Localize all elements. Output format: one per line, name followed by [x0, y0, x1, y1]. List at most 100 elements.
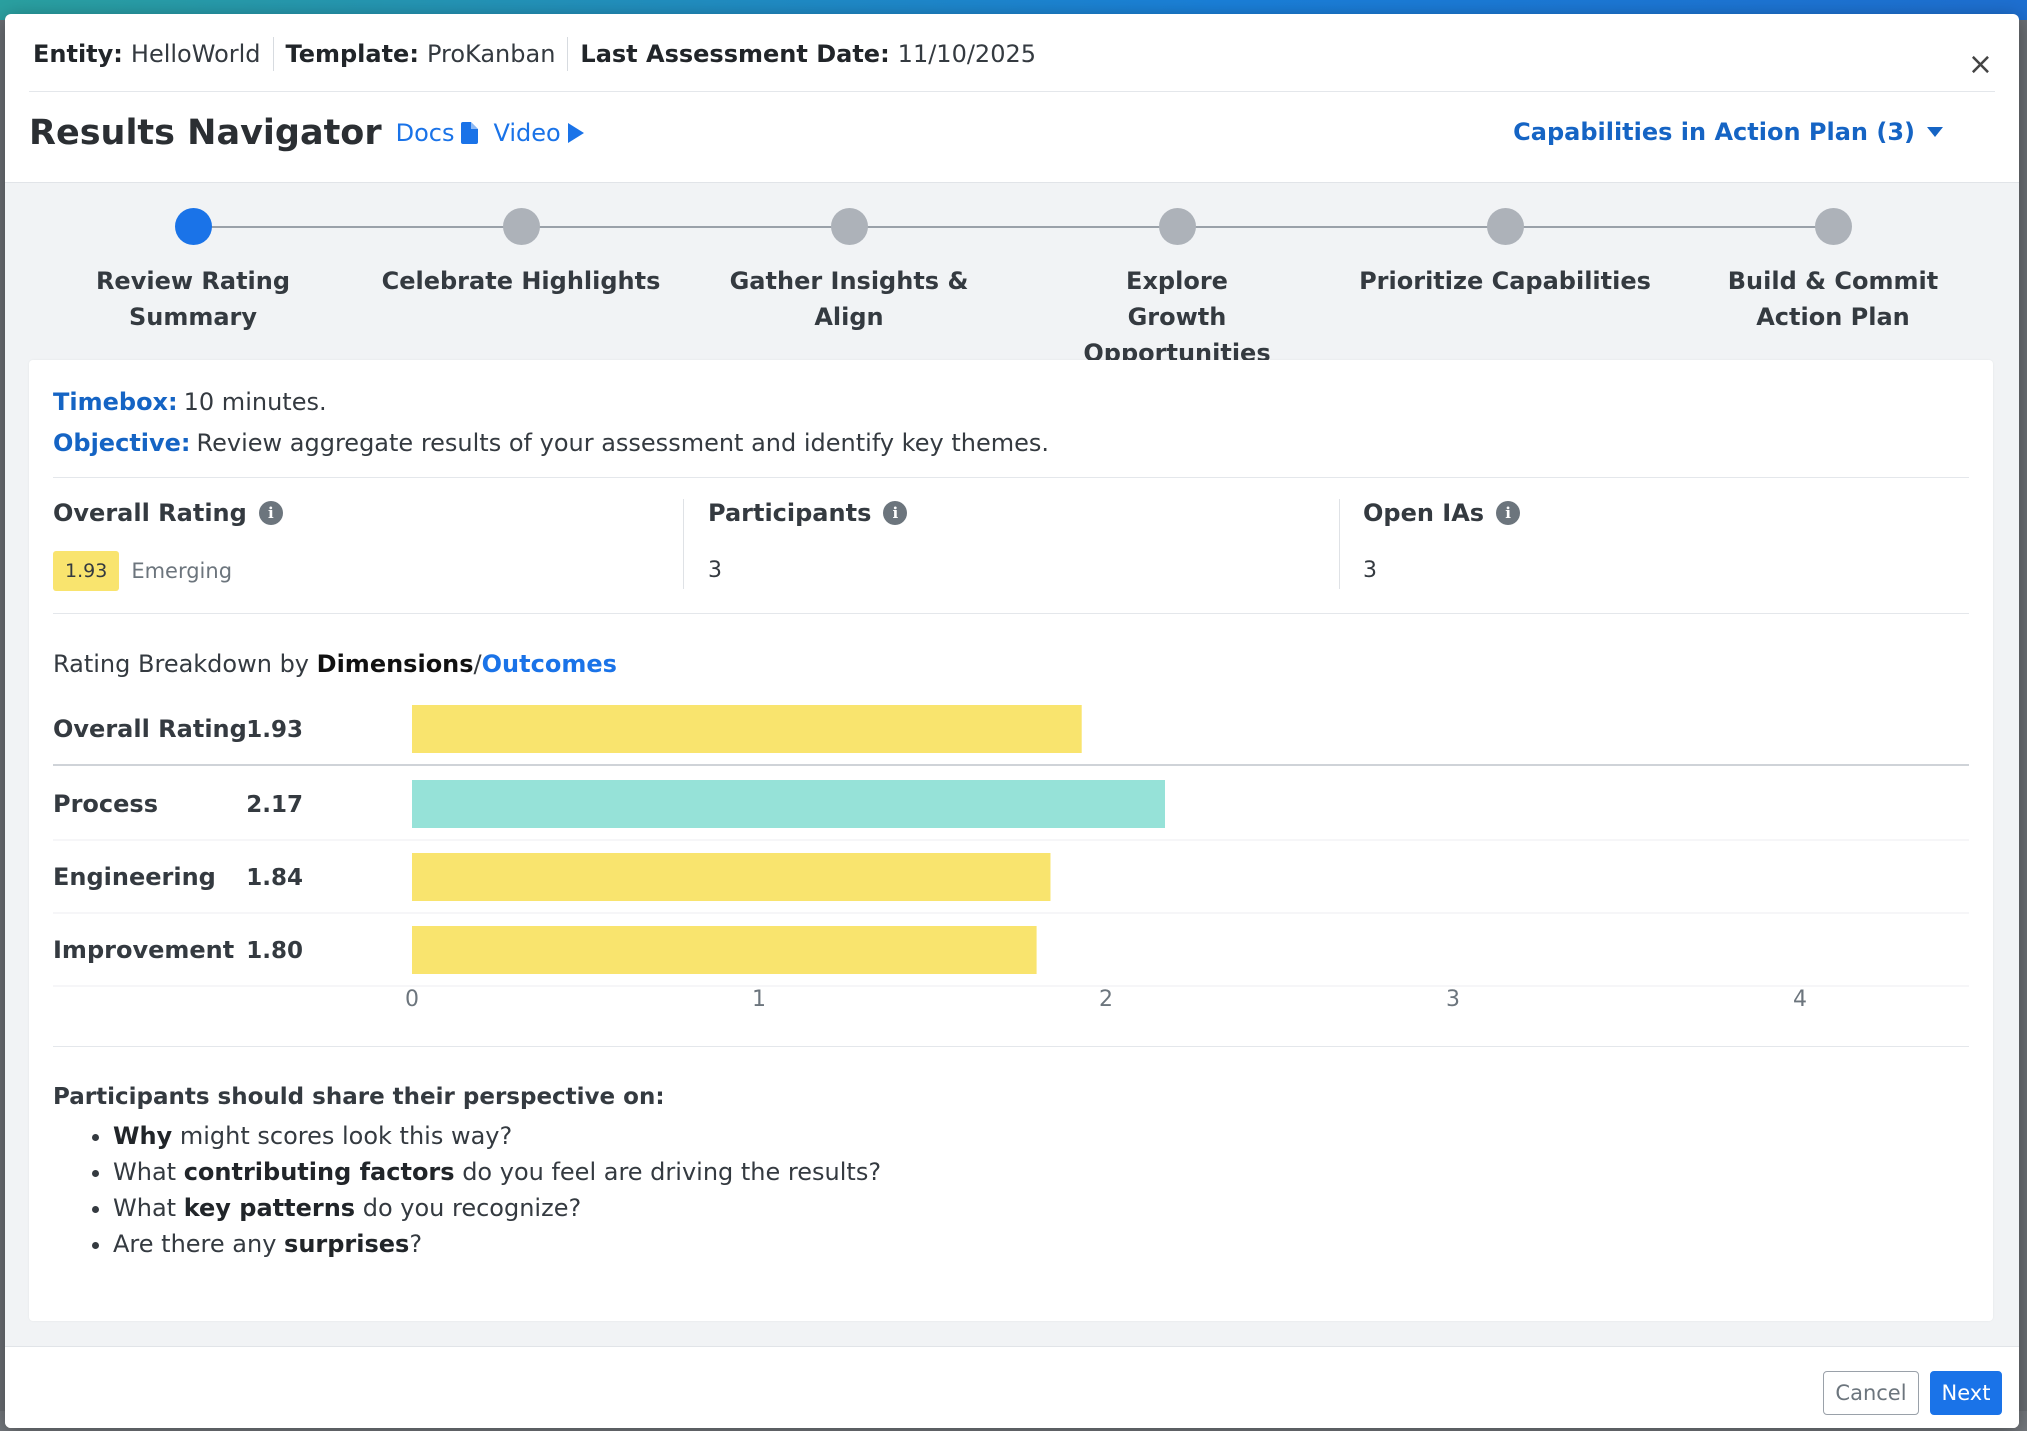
cancel-button[interactable]: Cancel	[1823, 1371, 1919, 1415]
assessment-date-value: 11/10/2025	[897, 40, 1036, 68]
bar-category-label: Improvement	[53, 936, 234, 964]
discussion-item-rest: might scores look this way?	[172, 1122, 513, 1150]
overall-rating-value-row: 1.93 Emerging	[53, 551, 283, 591]
chart-divider	[53, 1046, 1969, 1047]
objective-value: Review aggregate results of your assessm…	[196, 429, 1049, 457]
discussion-item-rest: do you recognize?	[355, 1194, 582, 1222]
play-icon	[567, 123, 584, 143]
entity-meta: Entity: HelloWorld	[29, 37, 274, 71]
docs-link-label: Docs	[395, 119, 455, 147]
step-dot[interactable]	[502, 208, 540, 245]
outcomes-toggle[interactable]: Outcomes	[481, 650, 617, 678]
dimensions-toggle[interactable]: Dimensions	[316, 650, 474, 678]
objective-label: Objective:	[53, 429, 191, 457]
discussion-item: What contributing factors do you feel ar…	[113, 1154, 881, 1190]
timebox-line: Timebox: 10 minutes.	[53, 388, 327, 416]
capabilities-dropdown-label: Capabilities in Action Plan (3)	[1513, 118, 1915, 146]
timebox-value: 10 minutes.	[183, 388, 327, 416]
bar	[412, 926, 1037, 974]
discussion-item-rest: ?	[409, 1230, 423, 1258]
bar-category-label: Engineering	[53, 863, 216, 891]
docs-link[interactable]: Docs	[396, 119, 478, 147]
discussion-item-keyword: Why	[113, 1122, 173, 1150]
template-label: Template:	[285, 40, 419, 68]
open-ias-title: Open IAs i	[1363, 499, 1521, 527]
discussion-title: Participants should share their perspect…	[53, 1084, 665, 1110]
stat-separator	[1339, 499, 1340, 589]
discussion-item: Are there any surprises?	[113, 1226, 881, 1262]
step-dot[interactable]	[1814, 208, 1852, 245]
discussion-item-keyword: key patterns	[183, 1194, 356, 1222]
next-button[interactable]: Next	[1930, 1371, 2002, 1415]
bar-category-label: Overall Rating	[53, 715, 247, 743]
participants-stat: Participants i 3	[708, 499, 908, 599]
open-ias-title-text: Open IAs	[1363, 499, 1485, 527]
caret-down-icon	[1927, 127, 1943, 137]
template-value: ProKanban	[426, 40, 556, 68]
discussion-item-pre: What	[113, 1194, 184, 1222]
close-icon[interactable]: ×	[1967, 47, 1993, 82]
step-content-card: Timebox: 10 minutes. Objective: Review agg…	[29, 360, 1993, 1321]
navigator-body: Review Rating Summary Celebrate Highlight…	[5, 182, 2019, 1346]
overall-rating-level: Emerging	[131, 559, 233, 583]
info-icon[interactable]: i	[258, 501, 283, 525]
step-item[interactable]: Build & Commit Action Plan	[1683, 208, 1983, 335]
bar-category-label: Process	[53, 790, 158, 818]
stepper-track	[193, 226, 1833, 228]
discussion-item-rest: do you feel are driving the results?	[454, 1158, 882, 1186]
step-label[interactable]: Explore Growth Opportunities	[1083, 267, 1271, 367]
bar	[412, 853, 1051, 901]
step-label[interactable]: Build & Commit Action Plan	[1727, 267, 1939, 331]
rating-breakdown-chart: Overall Rating 1.93 Process 2.17 Engineering…	[53, 705, 1969, 1012]
discussion-item-pre: Are there any	[113, 1230, 285, 1258]
bar-value-label: 2.17	[246, 792, 303, 818]
step-dot[interactable]	[1486, 208, 1524, 245]
modal-footer: Cancel Next	[5, 1346, 2019, 1428]
header-divider	[29, 91, 1995, 92]
breakdown-separator: /	[473, 650, 482, 678]
step-label[interactable]: Celebrate Highlights	[381, 267, 661, 295]
intro-divider	[53, 477, 1969, 478]
step-item[interactable]: Review Rating Summary	[43, 208, 343, 335]
bar	[412, 780, 1165, 828]
info-icon[interactable]: i	[1496, 501, 1521, 525]
bar-value-label: 1.93	[246, 717, 303, 743]
step-item[interactable]: Celebrate Highlights	[371, 208, 671, 299]
overall-rating-stat: Overall Rating i 1.93 Emerging	[53, 499, 283, 599]
step-item[interactable]: Prioritize Capabilities	[1355, 208, 1655, 299]
step-label[interactable]: Prioritize Capabilities	[1359, 267, 1651, 295]
overall-rating-title: Overall Rating i	[53, 499, 283, 527]
discussion-item: Why might scores look this way?	[113, 1118, 881, 1154]
step-item[interactable]: Explore Growth Opportunities	[1027, 208, 1327, 371]
discussion-item-pre: What	[113, 1158, 184, 1186]
video-link-label: Video	[493, 119, 561, 147]
bar	[412, 705, 1082, 753]
stats-divider	[53, 613, 1969, 614]
step-dot-active[interactable]	[174, 208, 212, 245]
participants-title-text: Participants	[708, 499, 872, 527]
step-label[interactable]: Gather Insights & Align	[729, 267, 969, 331]
results-navigator-modal: Entity: HelloWorld Template: ProKanban L…	[5, 14, 2019, 1428]
overall-rating-badge: 1.93	[53, 551, 120, 591]
x-tick-label: 2	[1099, 987, 1113, 1012]
step-item[interactable]: Gather Insights & Align	[699, 208, 999, 335]
discussion-list: Why might scores look this way?What cont…	[113, 1118, 881, 1262]
breakdown-prefix: Rating Breakdown by	[53, 650, 310, 678]
stat-separator	[683, 499, 684, 589]
document-icon	[460, 122, 478, 144]
open-ias-value: 3	[1363, 558, 1377, 583]
participants-value: 3	[708, 558, 722, 583]
capabilities-dropdown[interactable]: Capabilities in Action Plan (3)	[1513, 118, 1943, 146]
bar-value-label: 1.80	[246, 938, 303, 964]
step-label[interactable]: Review Rating Summary	[95, 267, 291, 331]
step-navigator: Review Rating Summary Celebrate Highlight…	[5, 183, 2019, 367]
page-title: Results Navigator	[29, 113, 382, 153]
video-link[interactable]: Video	[494, 119, 585, 147]
step-dot[interactable]	[1158, 208, 1196, 245]
entity-value: HelloWorld	[130, 40, 261, 68]
info-icon[interactable]: i	[883, 501, 908, 525]
x-tick-label: 3	[1446, 987, 1460, 1012]
discussion-item: What key patterns do you recognize?	[113, 1190, 881, 1226]
assessment-date-meta: Last Assessment Date: 11/10/2025	[568, 37, 1048, 71]
step-dot[interactable]	[830, 208, 868, 245]
